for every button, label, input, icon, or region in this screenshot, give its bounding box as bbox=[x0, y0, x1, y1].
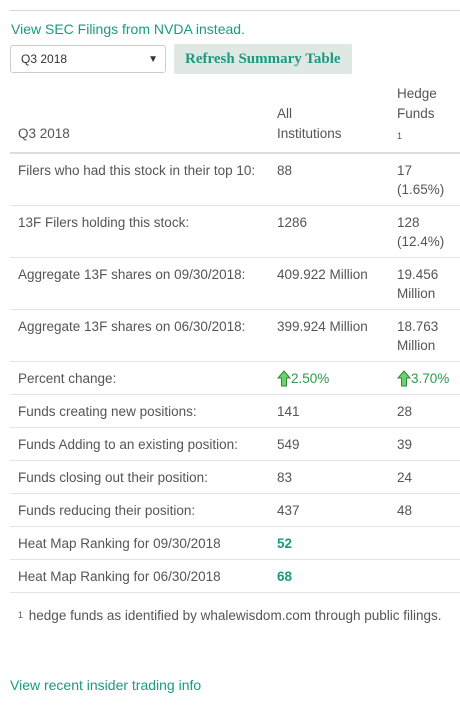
up-arrow-icon bbox=[397, 370, 411, 387]
row-label: Heat Map Ranking for 06/30/2018 bbox=[10, 559, 269, 593]
footnote: 1 hedge funds as identified by whalewisd… bbox=[18, 605, 443, 626]
row-label: Heat Map Ranking for 09/30/2018 bbox=[10, 526, 269, 560]
summary-table: Q3 2018 All Institutions Hedge Funds 1 F… bbox=[10, 84, 460, 593]
all-institutions-header: All Institutions bbox=[269, 84, 389, 154]
hedge-funds-footnote-marker: 1 bbox=[397, 131, 403, 141]
table-row: Heat Map Ranking for 06/30/2018 68 bbox=[10, 559, 460, 593]
table-row: Funds reducing their position: 437 48 bbox=[10, 493, 460, 527]
hedge-funds-value: 3.70% bbox=[411, 371, 450, 386]
all-institutions-percent-change: 2.50% bbox=[269, 361, 389, 395]
view-insider-trading-link[interactable]: View recent insider trading info bbox=[10, 677, 202, 693]
table-row: Funds Adding to an existing position: 54… bbox=[10, 427, 460, 461]
footnote-marker: 1 bbox=[18, 610, 24, 620]
hedge-funds-value: 128 (12.4%) bbox=[389, 205, 460, 258]
footnote-text: hedge funds as identified by whalewisdom… bbox=[28, 608, 442, 623]
table-row: Aggregate 13F shares on 09/30/2018: 409.… bbox=[10, 257, 460, 310]
summary-controls: Q3 2018 ▼ Refresh Summary Table bbox=[10, 44, 352, 74]
row-label: Funds closing out their position: bbox=[10, 460, 269, 494]
table-row: Aggregate 13F shares on 06/30/2018: 399.… bbox=[10, 309, 460, 362]
row-label: 13F Filers holding this stock: bbox=[10, 205, 269, 258]
all-institutions-value: 437 bbox=[269, 493, 389, 527]
hedge-funds-value: 28 bbox=[389, 394, 460, 428]
row-label: Funds reducing their position: bbox=[10, 493, 269, 527]
all-institutions-header-line2: Institutions bbox=[277, 126, 342, 141]
all-institutions-value: 1286 bbox=[269, 205, 389, 258]
all-institutions-value: 88 bbox=[269, 153, 389, 206]
all-institutions-value: 2.50% bbox=[291, 371, 330, 386]
hedge-funds-value bbox=[389, 526, 460, 560]
table-header-row: Q3 2018 All Institutions Hedge Funds 1 bbox=[10, 84, 460, 154]
hedge-funds-value bbox=[389, 559, 460, 593]
hedge-funds-header: Hedge Funds 1 bbox=[389, 84, 460, 154]
heat-map-ranking-value[interactable]: 52 bbox=[269, 526, 389, 560]
refresh-summary-table-button[interactable]: Refresh Summary Table bbox=[174, 44, 352, 74]
all-institutions-value: 549 bbox=[269, 427, 389, 461]
hedge-funds-value: 24 bbox=[389, 460, 460, 494]
all-institutions-value: 399.924 Million bbox=[269, 309, 389, 362]
hedge-funds-value: 19.456 Million bbox=[389, 257, 460, 310]
quarter-select-value: Q3 2018 bbox=[21, 52, 68, 66]
period-header: Q3 2018 bbox=[10, 84, 269, 154]
row-label: Percent change: bbox=[10, 361, 269, 395]
hedge-funds-header-label: Hedge Funds bbox=[397, 86, 437, 121]
chevron-down-icon: ▼ bbox=[148, 53, 158, 65]
all-institutions-value: 141 bbox=[269, 394, 389, 428]
row-label: Aggregate 13F shares on 09/30/2018: bbox=[10, 257, 269, 310]
row-label: Funds creating new positions: bbox=[10, 394, 269, 428]
table-row: 13F Filers holding this stock: 1286 128 … bbox=[10, 205, 460, 258]
heat-map-ranking-value[interactable]: 68 bbox=[269, 559, 389, 593]
all-institutions-header-line1: All bbox=[277, 106, 293, 121]
all-institutions-value: 83 bbox=[269, 460, 389, 494]
all-institutions-value: 409.922 Million bbox=[269, 257, 389, 310]
hedge-funds-value: 39 bbox=[389, 427, 460, 461]
quarter-select[interactable]: Q3 2018 ▼ bbox=[10, 45, 166, 73]
hedge-funds-value: 18.763 Million bbox=[389, 309, 460, 362]
table-row: Filers who had this stock in their top 1… bbox=[10, 153, 460, 206]
hedge-funds-value: 48 bbox=[389, 493, 460, 527]
table-row: Percent change: 2.50% 3.70% bbox=[10, 361, 460, 395]
table-row: Funds closing out their position: 83 24 bbox=[10, 460, 460, 494]
view-sec-filings-link[interactable]: View SEC Filings from NVDA instead. bbox=[11, 21, 245, 37]
row-label: Funds Adding to an existing position: bbox=[10, 427, 269, 461]
up-arrow-icon bbox=[277, 370, 291, 387]
hedge-funds-percent-change: 3.70% bbox=[389, 361, 460, 395]
table-row: Heat Map Ranking for 09/30/2018 52 bbox=[10, 526, 460, 560]
row-label: Filers who had this stock in their top 1… bbox=[10, 153, 269, 206]
row-label: Aggregate 13F shares on 06/30/2018: bbox=[10, 309, 269, 362]
top-divider bbox=[10, 10, 460, 11]
hedge-funds-value: 17 (1.65%) bbox=[389, 153, 460, 206]
table-row: Funds creating new positions: 141 28 bbox=[10, 394, 460, 428]
